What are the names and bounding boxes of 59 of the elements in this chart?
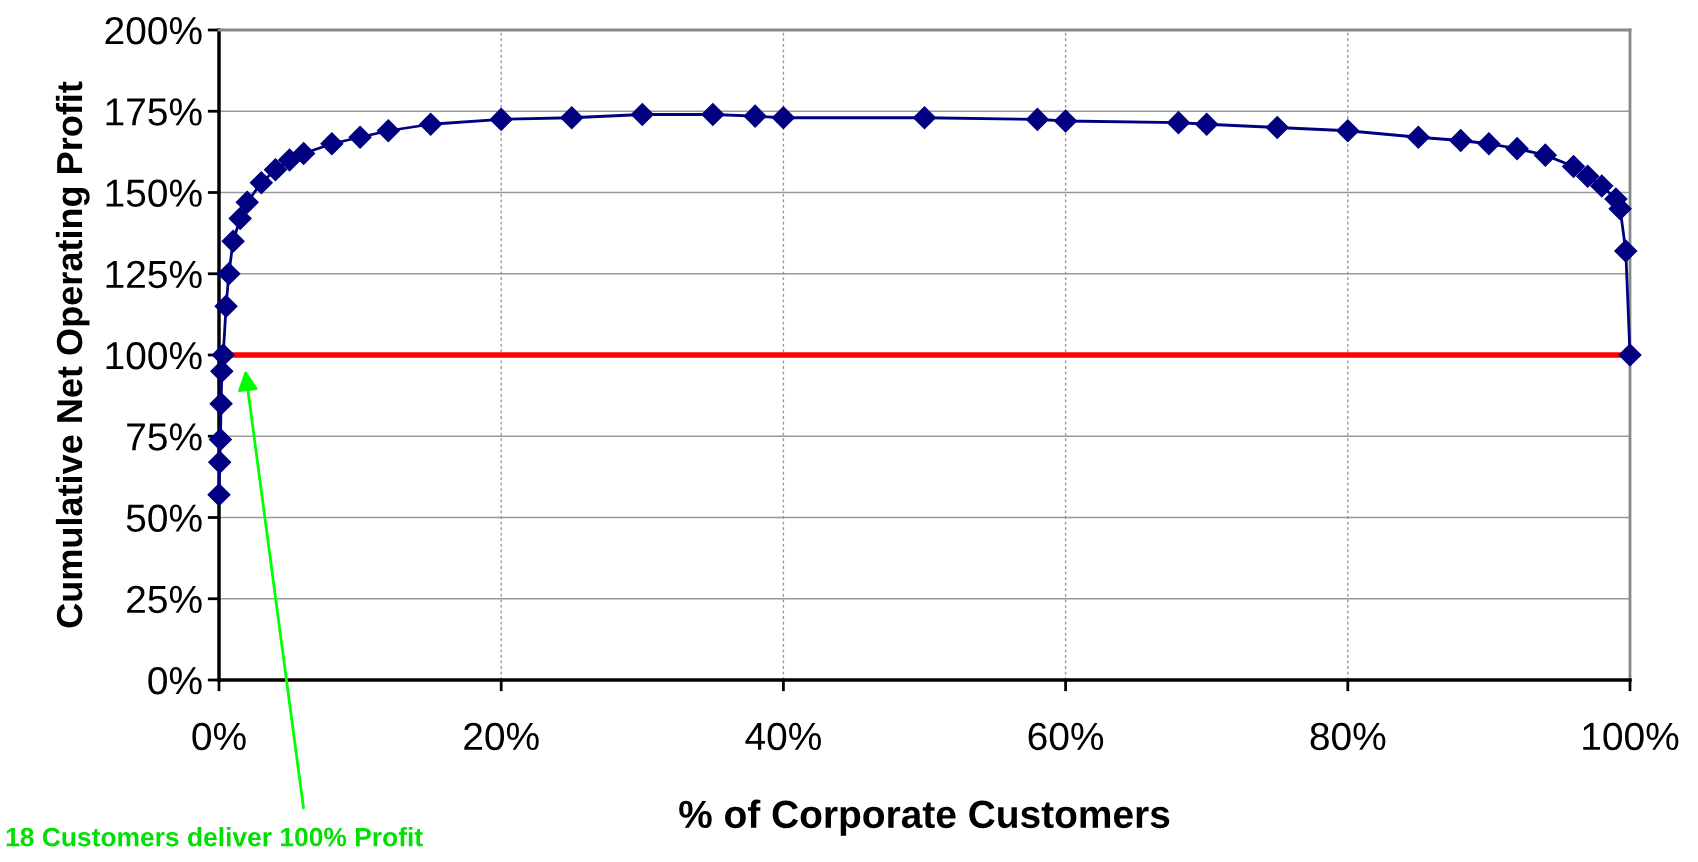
point (208, 450, 232, 474)
point (221, 229, 245, 253)
point (743, 104, 767, 128)
y-tick-label: 125% (106, 260, 202, 289)
point (1533, 143, 1557, 167)
y-tick-label: 25% (127, 585, 202, 614)
point (1505, 137, 1529, 161)
point (278, 148, 302, 172)
y-tick-label: 200% (105, 16, 202, 45)
y-tick-label: 150% (106, 179, 202, 207)
y-tick-label: 100% (106, 341, 202, 370)
x-tick-label: 40% (745, 722, 821, 751)
y-tick-label: 175% (106, 98, 202, 126)
x-tick-label: 20% (464, 722, 539, 751)
point (630, 103, 654, 126)
x-tick-label: 0% (192, 722, 246, 751)
point (235, 190, 259, 214)
point (771, 106, 795, 130)
point (211, 343, 235, 367)
point (701, 103, 725, 126)
point (1449, 129, 1473, 152)
point (1195, 112, 1219, 136)
x-tick-label: 100% (1583, 722, 1679, 751)
point (376, 119, 400, 143)
point (1406, 125, 1430, 149)
point (489, 107, 513, 131)
point (228, 207, 252, 230)
point (1614, 239, 1638, 263)
point (214, 294, 238, 318)
point (1618, 343, 1642, 367)
point (1166, 111, 1190, 135)
y-axis-title: Cumulative Net Operating Profit (55, 81, 90, 628)
x-tick-label: 60% (1028, 722, 1104, 751)
point (419, 112, 443, 136)
point (1054, 109, 1078, 133)
point (320, 132, 344, 156)
y-tick-label: 50% (126, 504, 202, 532)
y-tick-label: 0% (148, 666, 202, 695)
point (1336, 119, 1360, 143)
point (1562, 155, 1586, 178)
point (292, 142, 316, 165)
point (209, 392, 233, 416)
point (249, 171, 273, 195)
point (207, 483, 231, 507)
point (1590, 174, 1614, 198)
point (217, 262, 241, 286)
point (1576, 164, 1600, 188)
point (560, 106, 584, 130)
point (263, 158, 287, 182)
point (348, 125, 372, 149)
y-tick-label: 75% (127, 423, 202, 451)
x-tick-label: 80% (1310, 722, 1386, 751)
x-axis-title: % of Corporate Customers (679, 799, 1170, 836)
point (1025, 107, 1049, 131)
point (913, 106, 936, 130)
point (1265, 116, 1289, 139)
text: 18 Customers deliver 100% Profit (6, 827, 423, 847)
point (208, 428, 232, 451)
point (1477, 132, 1501, 156)
